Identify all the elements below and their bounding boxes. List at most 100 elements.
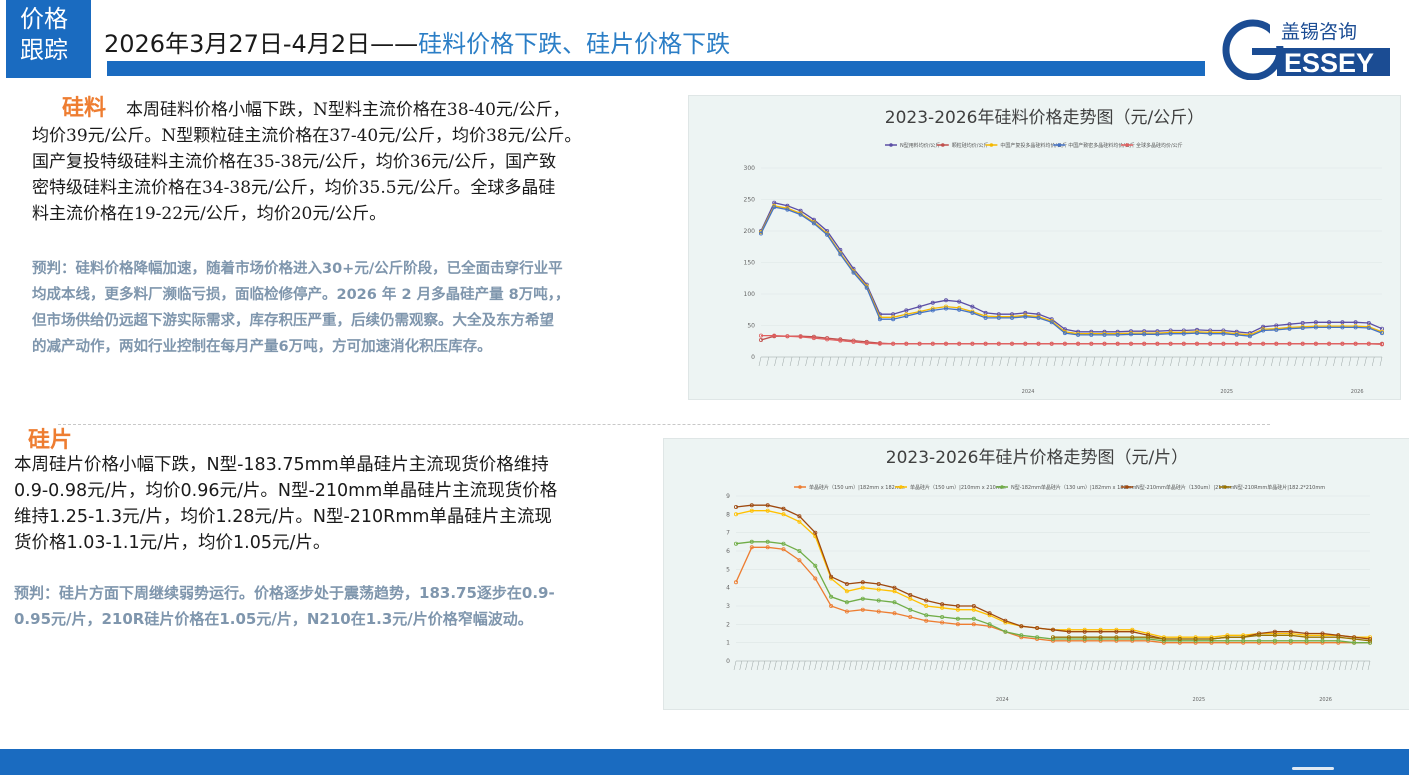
wafer-forecast: 预判：硅片方面下周继续弱势运行。价格逐步处于震荡趋势，183.75逐步在0.9-… [14,580,654,632]
x-tick-mark [1298,660,1302,671]
x-tick-mark [1235,660,1238,671]
data-point [1168,331,1173,336]
legend-label: N型-210Rmm单晶硅片|182.2*210mm [1234,484,1325,491]
x-tick-mark [1108,660,1111,671]
data-point [1287,341,1292,346]
data-point [891,317,896,322]
x-tick-mark [1321,660,1325,671]
data-point [759,337,764,342]
data-point [813,530,818,535]
x-tick-mark [1183,660,1186,671]
data-point [876,587,881,592]
data-point [829,603,834,608]
data-point [1274,341,1279,346]
data-point [749,508,754,513]
x-tick-mark [1364,356,1367,367]
data-point [781,547,786,552]
data-point [759,333,764,338]
legend-marker [1000,485,1004,489]
data-point [955,622,960,627]
x-tick-mark [1371,356,1375,367]
data-point [734,580,739,585]
data-point [1368,638,1373,643]
x-tick-mark [1016,660,1019,671]
y-tick-label: 300 [744,165,756,172]
data-point [970,341,975,346]
data-point [1304,631,1309,636]
title-underline-bar [107,61,1205,76]
data-point [983,341,988,346]
x-tick-mark [912,660,915,671]
data-point [1380,342,1385,347]
x-tick-mark [970,660,973,671]
data-point [955,603,960,608]
data-point [1009,312,1014,317]
y-tick-label: 9 [726,493,730,500]
x-tick-mark [889,660,892,671]
data-point [1036,312,1041,317]
data-point [943,341,948,346]
legend-marker [1223,485,1227,489]
legend-label: N型用料均价/公斤 [900,142,940,149]
x-tick-mark [1096,660,1100,671]
x-tick-mark [875,356,878,367]
x-tick-mark [906,660,910,671]
x-tick-mark [1206,660,1209,671]
x-tick-mark [1050,660,1054,671]
data-point [1288,638,1293,643]
x-tick-mark [1361,660,1365,671]
data-point [772,333,777,338]
legend-marker [1057,143,1061,147]
legend-marker [798,485,802,489]
x-tick-mark [1212,660,1215,671]
data-point [1304,635,1309,640]
x-tick-mark [999,356,1002,367]
x-tick-mark [774,356,777,367]
x-tick-mark [756,660,760,671]
data-point [996,341,1001,346]
x-tick-mark [1125,660,1129,671]
data-point [1320,635,1325,640]
x-tick-mark [805,356,808,367]
series-group [734,539,1373,645]
legend-label: 中国产致密多晶硅料均价/公斤 [1068,142,1135,149]
x-tick-mark [1379,356,1383,367]
data-point [876,609,881,614]
y-tick-label: 250 [744,197,756,204]
data-point [1336,638,1341,643]
x-tick-mark [1333,660,1336,671]
x-tick-mark [1091,660,1094,671]
x-tick-mark [1131,660,1134,671]
data-point [1168,341,1173,346]
silicon-price-chart-svg: 2023-2026年硅料价格走势图（元/公斤） N型用料均价/公斤 颗粒硅均价/公斤… [744,108,1385,395]
data-point [1327,320,1332,325]
data-point [1366,320,1371,325]
data-point [798,212,803,217]
data-point [987,611,992,616]
year-label: 2025 [1192,697,1205,703]
data-point [1130,629,1135,634]
data-point [877,341,882,346]
data-point [1221,341,1226,346]
data-point [1089,341,1094,346]
section-divider [58,424,1270,425]
data-point [1327,341,1332,346]
series-group [1050,633,1373,643]
year-label: 2025 [1220,389,1233,395]
data-point [1208,331,1213,336]
data-point [1155,332,1160,337]
data-point [1320,638,1325,643]
data-point [813,563,818,568]
data-point [940,614,945,619]
x-tick-mark [952,356,956,367]
legend-marker [889,143,893,147]
x-tick-mark [964,660,967,671]
data-point [1300,320,1305,325]
data-point [829,574,834,579]
x-tick-mark [1317,356,1321,367]
data-point [1102,332,1107,337]
x-tick-mark [762,660,766,671]
x-tick-mark [1208,356,1212,367]
x-tick-mark [831,660,835,671]
data-point [1247,341,1252,346]
